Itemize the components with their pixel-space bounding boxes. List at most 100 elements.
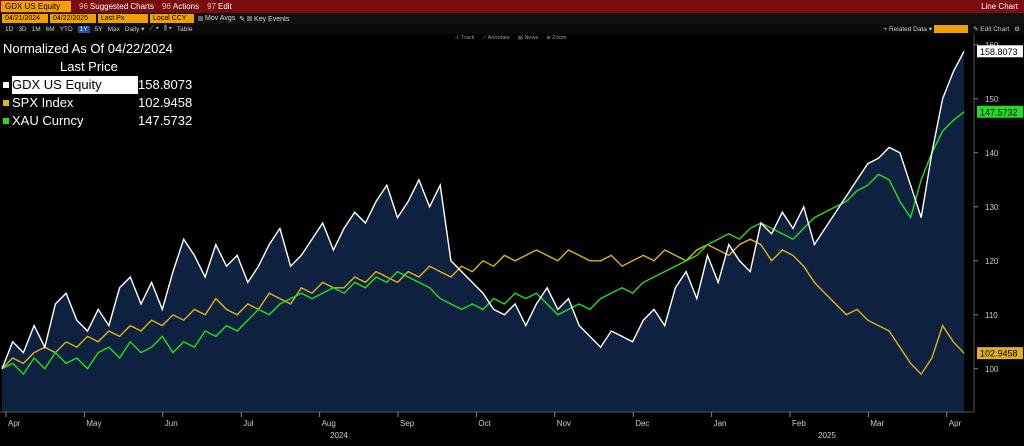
top-menu-bar: GDX US Equity 96 Suggested Charts 96 Actio…: [0, 0, 1024, 13]
x-tick-label: Mar: [870, 419, 884, 428]
period-5y[interactable]: 5Y: [94, 25, 103, 33]
chart-legend: Normalized As Of 04/22/2024 Last Price G…: [3, 40, 192, 130]
period-bar: 1D 3D 1M 6M YTD 1Y 5Y Max Daily ▾ ⟋ ▾ ⫼ …: [0, 24, 1024, 34]
series-line-xau: [1, 111, 965, 376]
legend-item-xau[interactable]: XAU Curncy 147.5732: [3, 112, 192, 130]
period-3d[interactable]: 3D: [18, 25, 27, 33]
x-tick-label: Oct: [478, 419, 491, 428]
table-button[interactable]: Table: [176, 25, 193, 33]
x-tick-label: Dec: [635, 419, 649, 428]
x-tick-label: Jun: [165, 419, 178, 428]
period-1m[interactable]: 1M: [31, 25, 41, 33]
period-max[interactable]: Max: [107, 25, 120, 33]
settings-icon[interactable]: ⚙: [1014, 26, 1020, 33]
track-tool[interactable]: ⊹ Track: [455, 35, 475, 41]
currency-select[interactable]: Local CCY: [150, 14, 194, 23]
chart-type-title: Line Chart: [981, 2, 1018, 11]
legend-value: 158.8073: [138, 77, 193, 92]
x-tick-label: Jan: [714, 419, 727, 428]
date-range-bar: 04/21/2024 04/22/2025 Last Px Local CCY …: [0, 13, 1024, 24]
legend-label: SPX Index: [12, 95, 74, 110]
annotate-tool[interactable]: ⟋ Annotate: [482, 35, 510, 41]
gdx-area: [2, 51, 964, 413]
suggested-charts-button[interactable]: 96 Suggested Charts: [79, 2, 154, 11]
y-tick-label: 110: [985, 311, 998, 320]
menu-label: Actions: [172, 2, 200, 11]
end-value-label: 102.9458: [980, 349, 1018, 359]
checkbox-icon: [198, 15, 203, 21]
checkbox-icon: [247, 16, 253, 22]
related-data-button[interactable]: + Related Data ▾: [883, 26, 932, 33]
key-events-label: Key Events: [254, 15, 290, 23]
mov-avgs-label: Mov Avgs: [205, 15, 236, 22]
legend-swatch: [3, 82, 9, 88]
x-tick-label: Nov: [557, 419, 571, 428]
legend-value: 147.5732: [138, 113, 193, 128]
news-tool[interactable]: ▤ News: [517, 35, 539, 41]
chart-title: Normalized As Of 04/22/2024: [3, 41, 173, 56]
mov-avgs-toggle[interactable]: Mov Avgs: [198, 15, 235, 22]
x-tick-label: Feb: [792, 419, 806, 428]
end-value-box: [977, 45, 1023, 58]
actions-button[interactable]: 96 Actions: [162, 2, 199, 11]
chart-subtitle: Last Price: [60, 59, 118, 74]
start-date-field[interactable]: 04/21/2024: [2, 14, 48, 23]
period-1d[interactable]: 1D: [5, 25, 14, 33]
frequency-select[interactable]: Daily ▾: [124, 26, 145, 33]
line-chart: 100110120130140150160158.8073147.5732102…: [0, 34, 1023, 440]
key-events-toggle[interactable]: ✎ Key Events: [239, 15, 289, 23]
legend-label: XAU Curncy: [12, 113, 84, 128]
year-label: 2024: [330, 431, 348, 440]
frequency-label: Daily: [124, 26, 140, 33]
menu-number: 96: [161, 2, 171, 11]
series-line-gdx: [1, 50, 965, 370]
chart-mini-toolbar: ⊹ Track ⟋ Annotate ▤ News ⊕ Zoom: [455, 35, 566, 42]
y-tick-label: 150: [985, 95, 999, 104]
y-tick-label: 100: [985, 365, 999, 374]
price-field-select[interactable]: Last Px: [98, 14, 148, 23]
legend-item-gdx[interactable]: GDX US Equity 158.8073: [3, 76, 192, 94]
zoom-label: Zoom: [552, 35, 567, 41]
x-tick-label: Apr: [8, 419, 21, 428]
menu-number: 96: [79, 2, 88, 11]
legend-swatch: [3, 100, 9, 106]
legend-label: GDX US Equity: [12, 76, 138, 94]
legend-value: 102.9458: [138, 95, 193, 110]
pencil-icon: ✎: [239, 15, 248, 23]
bar-style-icon[interactable]: ⫼ ▾: [163, 25, 172, 32]
year-label: 2025: [818, 431, 836, 440]
series-line-spx: [1, 238, 965, 376]
end-value-box: [977, 105, 1023, 118]
y-tick-label: 130: [985, 203, 999, 212]
y-tick-label: 120: [985, 257, 999, 266]
data-select[interactable]: [934, 25, 968, 33]
x-tick-label: Jul: [243, 419, 253, 428]
end-value-label: 158.8073: [980, 47, 1018, 57]
x-tick-label: Apr: [949, 419, 962, 428]
related-data-label: Related Data: [888, 26, 927, 33]
y-tick-label: 140: [985, 149, 999, 158]
period-1y[interactable]: 1Y: [77, 25, 90, 33]
menu-number: 97: [207, 2, 216, 11]
end-date-field[interactable]: 04/22/2025: [50, 14, 96, 23]
track-label: Track: [461, 35, 475, 41]
ticker-field[interactable]: GDX US Equity: [1, 1, 71, 12]
period-ytd[interactable]: YTD: [59, 25, 73, 33]
zoom-tool[interactable]: ⊕ Zoom: [546, 35, 567, 41]
end-value-label: 147.5732: [980, 107, 1018, 117]
legend-item-spx[interactable]: SPX Index 102.9458: [3, 94, 192, 112]
news-label: News: [524, 35, 539, 41]
x-tick-label: Aug: [322, 419, 336, 428]
edit-chart-label: Edit Chart: [980, 26, 1010, 33]
x-tick-label: May: [86, 419, 101, 428]
edit-chart-button[interactable]: ✎ Edit Chart: [973, 26, 1010, 33]
annotate-label: Annotate: [487, 35, 510, 41]
legend-swatch: [3, 118, 9, 124]
menu-label: Edit: [218, 2, 232, 11]
x-tick-label: Sep: [400, 419, 415, 428]
edit-button[interactable]: 97 Edit: [207, 2, 232, 11]
line-style-icon[interactable]: ⟋ ▾: [149, 25, 159, 32]
end-value-box: [977, 347, 1023, 360]
period-6m[interactable]: 6M: [45, 25, 55, 33]
menu-label: Suggested Charts: [89, 2, 154, 11]
